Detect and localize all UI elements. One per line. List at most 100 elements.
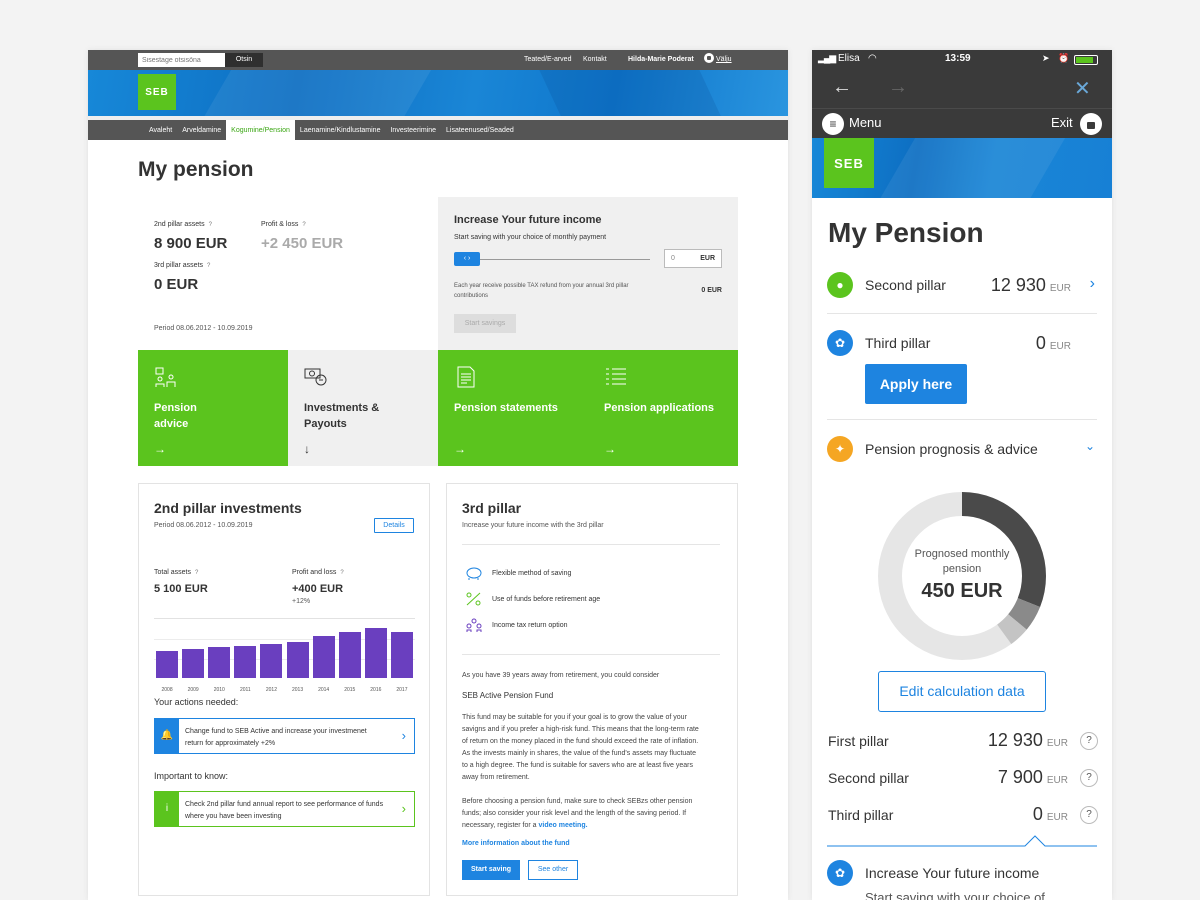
nav-payments[interactable]: Arveldamine: [182, 126, 222, 134]
important-annual-report[interactable]: i Check 2nd pillar fund annual report to…: [154, 791, 415, 827]
see-other-button[interactable]: See other: [528, 860, 578, 880]
currency: EUR: [1046, 738, 1068, 749]
help-icon[interactable]: ?: [208, 222, 212, 228]
fund-description: This fund may be suitable for you if you…: [462, 714, 699, 781]
increase-title: Increase Your future income: [865, 865, 1040, 881]
bar-2011: [234, 646, 257, 678]
help-icon[interactable]: ?: [1080, 769, 1098, 787]
details-button[interactable]: Details: [374, 518, 414, 533]
row-label: Third pillar: [865, 335, 931, 351]
tax-refund-value: 0 EUR: [701, 287, 722, 294]
payment-amount-input[interactable]: EUR 0: [664, 249, 722, 268]
search-input[interactable]: [138, 53, 225, 67]
header-banner: SEB: [812, 138, 1112, 198]
more-info-link[interactable]: More information about the fund: [462, 840, 570, 847]
donut-caption: Prognosed monthly pension: [914, 548, 1010, 575]
prognosis-row[interactable]: ✦ Pension prognosis & advice ⌄: [827, 436, 1097, 462]
help-icon[interactable]: ?: [1080, 806, 1098, 824]
currency: EUR: [1049, 283, 1071, 294]
profit-loss-label: Profit & loss: [261, 221, 299, 228]
mobile-view: ▂▄▆ Elisa ◠ 13:59 ➤ ⏰ ← → ✕ ≡ Menu Exit …: [812, 50, 1112, 900]
tile-pension-statements[interactable]: Pension statements →: [438, 350, 588, 466]
card-subtitle: Increase your future income with the 3rd…: [462, 522, 604, 529]
slider-handle[interactable]: ‹ ›: [454, 252, 480, 266]
start-savings-button[interactable]: Start savings: [454, 314, 516, 333]
pension-donut-chart: [878, 492, 1046, 660]
close-icon[interactable]: ✕: [1074, 78, 1091, 100]
checklist-icon: [606, 368, 626, 385]
hamburger-icon[interactable]: ≡: [822, 113, 844, 135]
actions-heading: Your actions needed:: [154, 697, 239, 707]
money-icon: [304, 368, 327, 386]
tile-investments-payouts[interactable]: Investments & Payouts ↓: [288, 350, 438, 466]
nav-investing[interactable]: Investeerimine: [390, 126, 437, 134]
profit-loss-value: +2 450 EUR: [261, 235, 344, 252]
apply-here-button[interactable]: Apply here: [865, 364, 967, 404]
menu-label[interactable]: Menu: [849, 115, 882, 130]
nav-settings[interactable]: Lisateenused/Seaded: [446, 126, 514, 134]
edit-calculation-button[interactable]: Edit calculation data: [878, 671, 1046, 712]
main-nav: Avaleht Arveldamine Kogumine/Pension Lae…: [88, 116, 788, 140]
carrier-name: Elisa: [838, 53, 860, 64]
seb-logo[interactable]: SEB: [824, 138, 874, 188]
bar-2009: [182, 649, 205, 678]
advice-icon: [155, 367, 176, 387]
help-icon[interactable]: ?: [1080, 732, 1098, 750]
logout-link[interactable]: Välju: [704, 50, 732, 70]
header-banner: SEB: [88, 70, 788, 116]
video-meeting-link[interactable]: video meeting.: [538, 822, 588, 829]
card-period: Period 08.06.2012 - 10.09.2019: [154, 522, 253, 529]
advice-icon: ✦: [827, 436, 853, 462]
row-value: 0 EUR: [1036, 333, 1071, 354]
payment-slider[interactable]: ‹ ›: [454, 252, 650, 266]
donut-segment-1: [878, 492, 1046, 660]
start-saving-button[interactable]: Start saving: [462, 860, 520, 880]
document-icon: [457, 366, 475, 388]
nav-loans[interactable]: Laenamine/Kindlustamine: [299, 126, 381, 134]
clock: 13:59: [945, 53, 971, 64]
bar-label-2011: 2011: [239, 687, 251, 693]
feature-label: Flexible method of saving: [492, 569, 572, 577]
currency: EUR: [1046, 775, 1068, 786]
third-pillar-assets-label: 3rd pillar assets: [154, 262, 204, 269]
advice-text: Before choosing a pension fund, make sur…: [462, 798, 693, 829]
logout-label: Välju: [716, 56, 732, 63]
bar-label-2016: 2016: [370, 687, 382, 693]
important-heading: Important to know:: [154, 771, 229, 781]
back-arrow-icon[interactable]: ←: [832, 76, 852, 98]
bar-2016: [364, 628, 387, 678]
help-icon[interactable]: ?: [207, 263, 211, 269]
bar-label-2015: 2015: [344, 687, 356, 693]
bar-label-2008: 2008: [161, 687, 173, 693]
notifications-link[interactable]: Teated/E-arved: [524, 56, 572, 63]
nav-pension[interactable]: Kogumine/Pension: [226, 120, 295, 140]
row-label: Second pillar: [865, 277, 946, 293]
feature-item: Income tax return option: [465, 618, 568, 632]
third-pillar-assets-value: 0 EUR: [154, 276, 199, 293]
currency: EUR: [1049, 341, 1071, 352]
increase-subtitle: Start saving with your choice of: [865, 890, 1045, 900]
tile-pension-applications[interactable]: Pension applications →: [588, 350, 738, 466]
currency: EUR: [1046, 812, 1068, 823]
tile-pension-advice[interactable]: Pension advice →: [138, 350, 288, 466]
bar-label-2009: 2009: [187, 687, 199, 693]
help-icon[interactable]: ?: [194, 570, 199, 576]
nav-home[interactable]: Avaleht: [149, 126, 173, 134]
plant-icon: ✿: [827, 860, 853, 886]
action-change-fund[interactable]: 🔔 Change fund to SEB Active and increase…: [154, 718, 415, 754]
lock-icon[interactable]: [1080, 113, 1102, 135]
help-icon[interactable]: ?: [340, 570, 344, 576]
browser-toolbar: ← → ✕: [812, 70, 1112, 108]
second-pillar-row[interactable]: ● Second pillar 12 930 EUR ›: [827, 272, 1097, 298]
help-icon[interactable]: ?: [302, 222, 306, 228]
contact-link[interactable]: Kontakt: [583, 56, 607, 63]
chevron-down-icon: ⌄: [1084, 439, 1095, 453]
forward-arrow-icon[interactable]: →: [888, 76, 908, 98]
feature-item: Flexible method of saving: [465, 566, 571, 580]
summary-label: Second pillar: [828, 770, 909, 786]
chevron-right-icon: ›: [1089, 275, 1095, 292]
search-button[interactable]: Otsin: [225, 53, 263, 67]
exit-label[interactable]: Exit: [1051, 115, 1073, 130]
seb-logo[interactable]: SEB: [138, 74, 176, 110]
slider-track: [474, 259, 650, 260]
